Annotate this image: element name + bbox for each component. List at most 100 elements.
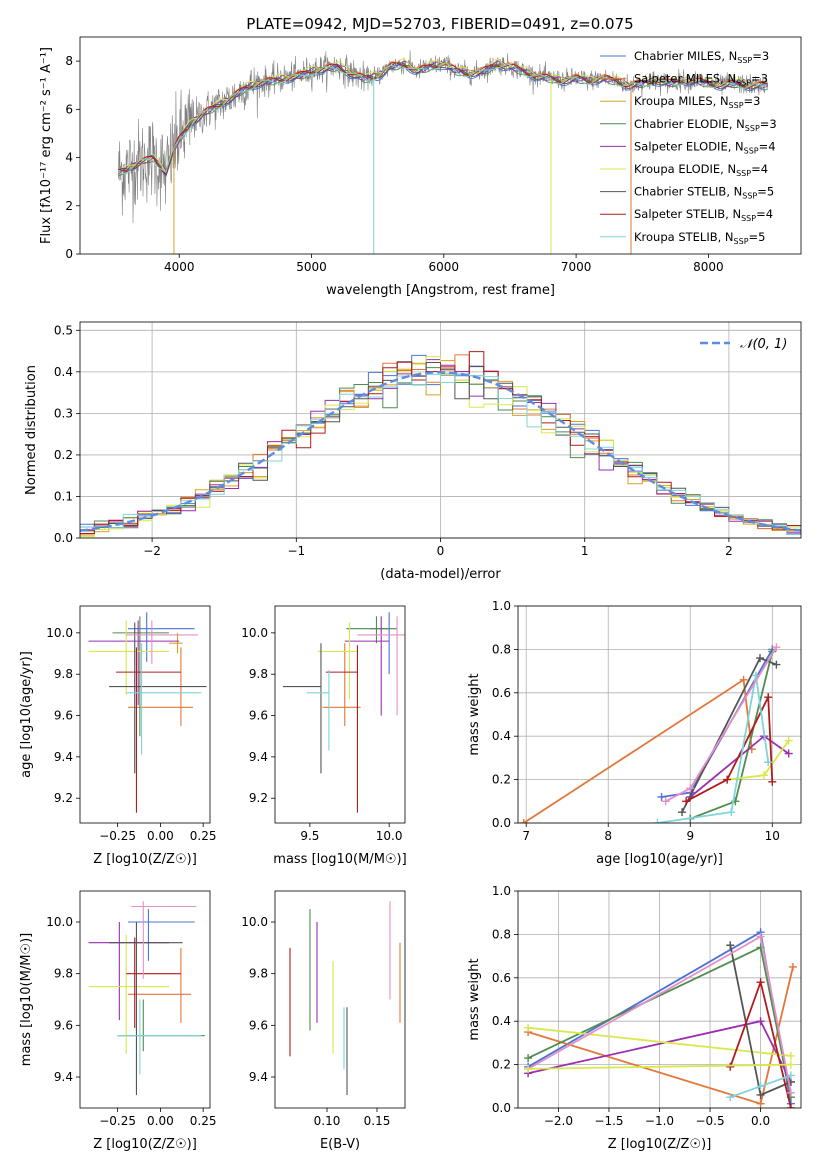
y-tick-label: 8	[65, 54, 73, 68]
x-tick-label: 9	[686, 829, 694, 843]
legend-entry-sub: SSP	[736, 79, 751, 88]
legend-entry-sub: SSP	[734, 237, 749, 246]
legend-entry: Salpeter MILES, NSSP=3	[634, 72, 768, 88]
mass-weight-marker	[726, 1093, 735, 1102]
residual-histogram	[80, 361, 801, 532]
x-tick-label: 0.25	[190, 1114, 217, 1128]
x-axis-label: Z [log10(Z/Z☉)]	[93, 852, 197, 867]
plot-area	[519, 643, 793, 823]
legend-entry-count: =3	[760, 117, 777, 131]
residual-histogram	[80, 373, 801, 535]
plot-area	[524, 928, 797, 1108]
mass-weight-marker	[756, 1017, 765, 1026]
y-tick-label: 4	[65, 151, 73, 165]
residuals-panel: −2 −1 0 1 2 0.0 0.1 0.2 0.3 0.4 0.5 (data-model)/er…	[24, 321, 802, 582]
x-tick-label: 0	[437, 544, 445, 558]
age-vs-metallicity-panel: −0.25 0.00 0.25 9.2 9.4 9.6 9.8 10.0 Z [log10(Z/…	[19, 605, 217, 867]
y-tick-label: 9.6	[54, 709, 73, 723]
plot-area	[88, 612, 207, 813]
y-tick-label: 10.0	[46, 626, 73, 640]
legend-entry-sub: SSP	[737, 56, 752, 65]
legend-entry-text: Chabrier MILES, N	[634, 49, 737, 63]
x-tick-label: −0.25	[99, 829, 136, 843]
y-tick-label: 0.0	[492, 1101, 511, 1115]
y-tick-label: 0.4	[492, 1014, 511, 1028]
mass-weight-marker	[524, 1054, 533, 1063]
mass-weight-marker	[764, 758, 773, 767]
y-axis-label: mass weight	[467, 673, 482, 755]
mass-weight-marker	[772, 660, 781, 669]
legend-entry-sub: SSP	[729, 101, 744, 110]
y-tick-label: 0.1	[54, 489, 73, 503]
mass-weight-marker	[786, 1051, 795, 1060]
legend-entry-sub: SSP	[736, 169, 751, 178]
x-tick-label: 0.00	[147, 829, 174, 843]
x-tick-label: 8000	[693, 260, 724, 274]
legend-entry-count: =5	[757, 185, 774, 199]
y-axis-label: Normed distribution	[24, 365, 39, 495]
x-tick-label: 8	[604, 829, 612, 843]
y-tick-label: 0.0	[492, 816, 511, 830]
plot-area	[118, 50, 768, 254]
legend-entry-text: Salpeter MILES, N	[634, 72, 736, 86]
x-tick-label: 0.10	[314, 1114, 341, 1128]
x-tick-label: −2	[143, 544, 161, 558]
x-axis-label: wavelength [Angstrom, rest frame]	[326, 283, 555, 298]
y-tick-label: 0.2	[492, 1058, 511, 1072]
y-tick-label: 9.4	[54, 1070, 73, 1084]
legend-entry-text: Salpeter ELODIE, N	[634, 139, 744, 153]
mass-weight-marker	[786, 1060, 795, 1069]
x-tick-label: 0.15	[364, 1114, 391, 1128]
y-tick-label: 0.0	[54, 531, 73, 545]
mass-weight-marker	[756, 1099, 765, 1108]
x-tick-label: 10.0	[376, 829, 403, 843]
mass-weight-marker	[726, 941, 735, 950]
y-tick-label: 0.4	[492, 729, 511, 743]
y-axis-label: mass weight	[467, 958, 482, 1040]
y-tick-label: 10.0	[241, 626, 268, 640]
x-axis-label: E(B-V)	[320, 1137, 360, 1152]
model-spectrum-line	[118, 60, 768, 175]
mass-weight-marker	[756, 978, 765, 987]
axes-frame	[274, 890, 406, 1109]
legend-entry-text: Kroupa ELODIE, N	[634, 162, 736, 176]
y-tick-label: 10.0	[46, 915, 73, 929]
plot-area	[282, 612, 405, 813]
mass-weight-marker	[726, 1062, 735, 1071]
x-tick-label: 1	[581, 544, 589, 558]
x-tick-label: 0.00	[147, 1114, 174, 1128]
legend-entry-text: Chabrier STELIB, N	[634, 185, 742, 199]
plot-area	[88, 901, 205, 1096]
y-tick-label: 0.6	[492, 686, 511, 700]
legend-entry-sub: SSP	[745, 124, 760, 133]
y-axis-label: mass [log10(M/M☉)]	[19, 933, 34, 1066]
mass-weight-marker	[788, 962, 797, 971]
y-tick-label: 9.4	[249, 750, 268, 764]
model-spectrum-line	[118, 62, 768, 177]
mass-weight-line	[528, 1026, 791, 1057]
mass-weight-marker	[764, 693, 773, 702]
mass-weight-marker	[784, 749, 793, 758]
x-tick-label: 2	[725, 544, 733, 558]
axes-frame	[79, 36, 802, 255]
y-tick-label: 10.0	[241, 915, 268, 929]
mass-weight-marker	[524, 1023, 533, 1032]
legend-entry-text: Kroupa MILES, N	[634, 94, 729, 108]
legend-entry: Kroupa MILES, NSSP=3	[634, 94, 760, 110]
model-spectrum-line	[118, 63, 768, 175]
x-tick-label: −2.0	[544, 1114, 573, 1128]
legend-entry-sub: SSP	[741, 214, 756, 223]
y-tick-label: 9.6	[54, 1018, 73, 1032]
mass-weight-marker	[756, 932, 765, 941]
x-tick-label: 4000	[164, 260, 195, 274]
weight-vs-age-panel: 7 8 9 10 0.0 0.2 0.4 0.6 0.8 1.0 age [log10(age/yr…	[467, 599, 802, 867]
x-tick-label: 6000	[429, 260, 460, 274]
legend-entry-sub: SSP	[742, 192, 757, 201]
mass-weight-marker	[786, 1088, 795, 1097]
axes-frame	[274, 605, 406, 824]
y-tick-label: 9.2	[54, 791, 73, 805]
y-tick-label: 9.6	[249, 1018, 268, 1032]
plot-area	[80, 351, 801, 537]
y-axis-label: Flux [fλ10⁻¹⁷ erg cm⁻² s⁻¹ A⁻¹]	[39, 47, 54, 244]
x-axis-label: age [log10(age/yr)]	[596, 852, 723, 867]
